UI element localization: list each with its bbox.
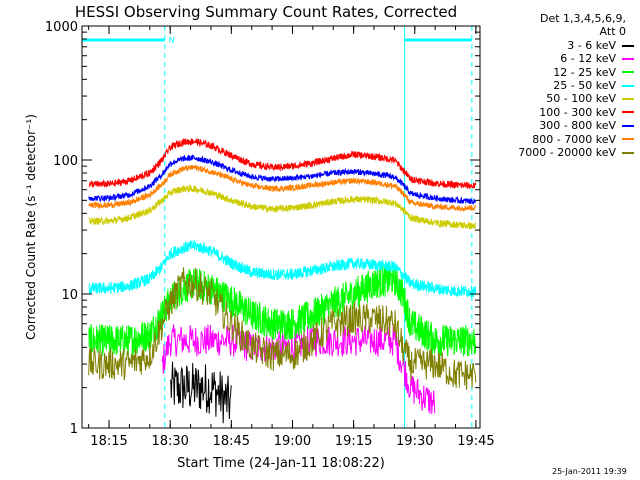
x-tick-label: 18:45 (213, 434, 250, 449)
legend: Det 1,3,4,5,6,9, Att 0 3 - 6 keV 6 - 12 k… (508, 12, 634, 159)
series-25-50-kev (88, 239, 477, 298)
chart-title: HESSI Observing Summary Count Rates, Cor… (75, 3, 457, 21)
series-trace (161, 323, 436, 415)
series-trace (88, 164, 477, 212)
series-3-6-kev (170, 361, 232, 424)
legend-label: 25 - 50 keV (553, 78, 616, 92)
legend-entry: 800 - 7000 keV (508, 133, 634, 146)
legend-entry: 3 - 6 keV (508, 39, 634, 52)
series-100-300-kev (88, 137, 477, 189)
legend-header-line-2: Att 0 (599, 25, 626, 39)
legend-swatch (622, 151, 634, 154)
night-marker: N (169, 36, 175, 45)
x-tick-label: 19:30 (396, 434, 433, 449)
legend-label: 800 - 7000 keV (532, 132, 616, 146)
legend-label: 300 - 800 keV (539, 119, 616, 133)
legend-label: 50 - 100 keV (546, 92, 616, 106)
y-tick-label: 100 (53, 154, 78, 169)
x-tick-label: 19:00 (274, 434, 311, 449)
legend-entry: 25 - 50 keV (508, 79, 634, 92)
legend-swatch (622, 138, 634, 141)
series-6-12-kev (161, 323, 436, 415)
series-300-800-kev (88, 154, 477, 205)
series-trace (88, 154, 477, 205)
legend-swatch (622, 57, 634, 60)
y-tick-label: 10 (61, 288, 78, 303)
series-50-100-kev (88, 184, 477, 230)
generation-timestamp: 25-Jan-2011 19:39 (552, 467, 627, 476)
legend-label: 100 - 300 keV (539, 105, 616, 119)
legend-entry: 12 - 25 keV (508, 66, 634, 79)
series-12-25-kev (88, 263, 477, 358)
series-7000-20000-kev (88, 267, 477, 391)
data-layer: N (81, 26, 477, 428)
legend-swatch (622, 98, 634, 101)
legend-entry: 50 - 100 keV (508, 92, 634, 105)
series-trace (170, 361, 232, 424)
legend-label: 7000 - 20000 keV (518, 145, 616, 159)
series-trace (88, 137, 477, 189)
x-tick-label: 19:45 (457, 434, 494, 449)
series-trace (88, 267, 477, 391)
x-axis-label: Start Time (24-Jan-11 18:08:22) (177, 456, 385, 471)
legend-label: 6 - 12 keV (560, 52, 616, 66)
legend-rows: 3 - 6 keV 6 - 12 keV 12 - 25 keV 25 - 50 ke… (508, 39, 634, 160)
x-tick-label: 19:15 (335, 434, 372, 449)
series-trace (88, 184, 477, 230)
x-tick-label: 18:30 (151, 434, 188, 449)
y-axis-label: Corrected Count Rate (s⁻¹ detector⁻¹) (24, 114, 38, 340)
legend-swatch (622, 84, 634, 87)
legend-header-line-1: Det 1,3,4,5,6,9, (539, 12, 626, 25)
legend-entry: 100 - 300 keV (508, 106, 634, 119)
x-tick-label: 18:15 (90, 434, 127, 449)
legend-label: 12 - 25 keV (553, 65, 616, 79)
legend-entry: 300 - 800 keV (508, 119, 634, 132)
legend-swatch (622, 124, 634, 127)
series-trace (88, 263, 477, 358)
series-trace (88, 239, 477, 298)
legend-label: 3 - 6 keV (567, 38, 616, 52)
legend-entry: 6 - 12 keV (508, 52, 634, 65)
legend-entry: 7000 - 20000 keV (508, 146, 634, 159)
plot-frame (81, 25, 481, 429)
axis-layer: 1 10 100 1000 18:15 18:30 18:45 19:00 19:15 19:30… (45, 20, 495, 449)
legend-swatch (622, 44, 634, 47)
legend-swatch (622, 111, 634, 114)
y-tick-label: 1 (70, 422, 78, 437)
series-800-7000-kev (88, 164, 477, 212)
y-tick-label: 1000 (45, 20, 78, 35)
legend-swatch (622, 71, 634, 74)
